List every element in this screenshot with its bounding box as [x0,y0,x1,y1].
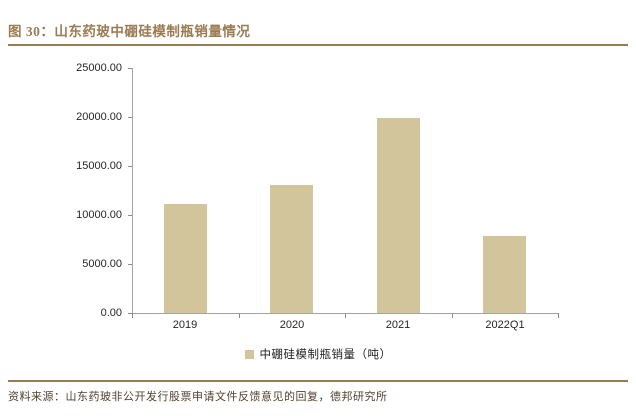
bar-2019 [164,204,207,313]
x-axis-tick [239,313,240,318]
x-axis-tick [558,313,559,318]
y-tick-label: 0.00 [100,307,122,319]
bar-2021 [377,118,420,313]
x-axis-tick [132,313,133,318]
legend: 中硼硅模制瓶销量（吨） [0,346,636,362]
source-note: 资料来源：山东药玻非公开发行股票申请文件反馈意见的回复，德邦研究所 [8,391,388,403]
y-tick-label: 25000.00 [76,62,122,74]
y-axis-tick [128,166,132,167]
y-tick-label: 15000.00 [76,160,122,172]
bar-2022Q1 [483,236,526,313]
x-category-label: 2019 [172,319,198,331]
legend-label: 中硼硅模制瓶销量（吨） [259,349,392,361]
y-axis-tick [128,215,132,216]
y-axis-tick [128,264,132,265]
top-divider [8,44,628,46]
x-axis-tick [345,313,346,318]
x-category-label: 2021 [385,319,411,331]
y-axis-tick [128,68,132,69]
y-axis-tick [128,313,132,314]
y-tick-label: 5000.00 [82,258,122,270]
legend-swatch [244,349,254,359]
bottom-divider [8,380,628,382]
y-tick-label: 10000.00 [76,209,122,221]
x-category-label: 2022Q1 [485,319,525,331]
y-tick-label: 20000.00 [76,111,122,123]
figure-title: 图 30：山东药玻中硼硅模制瓶销量情况 [8,24,251,39]
bar-2020 [270,185,313,313]
x-axis-tick [452,313,453,318]
y-axis-line [132,68,133,314]
y-axis-tick [128,117,132,118]
x-category-label: 2020 [279,319,305,331]
